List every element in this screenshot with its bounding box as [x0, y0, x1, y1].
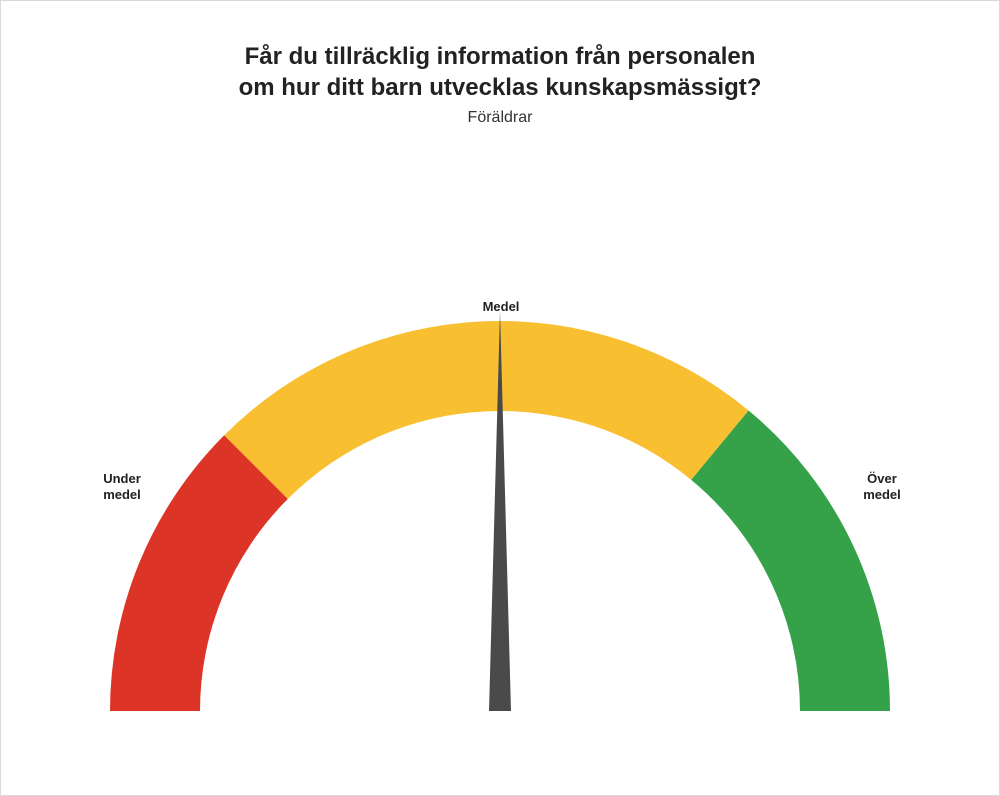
title-block: Får du tillräcklig information från pers…	[1, 41, 999, 127]
title-line-1: Får du tillräcklig information från pers…	[1, 41, 999, 72]
title-line-2: om hur ditt barn utvecklas kunskapsmässi…	[1, 72, 999, 103]
gauge-segment	[224, 321, 748, 499]
gauge-container: Under medel Medel Över medel	[1, 151, 999, 795]
chart-frame: Får du tillräcklig information från pers…	[0, 0, 1000, 796]
subtitle: Föräldrar	[1, 109, 999, 127]
gauge-label-medel: Medel	[471, 299, 531, 315]
gauge-label-under-medel: Under medel	[94, 471, 150, 502]
gauge-label-over-medel: Över medel	[854, 471, 910, 502]
gauge-chart	[50, 151, 950, 771]
gauge-segment	[691, 410, 890, 711]
